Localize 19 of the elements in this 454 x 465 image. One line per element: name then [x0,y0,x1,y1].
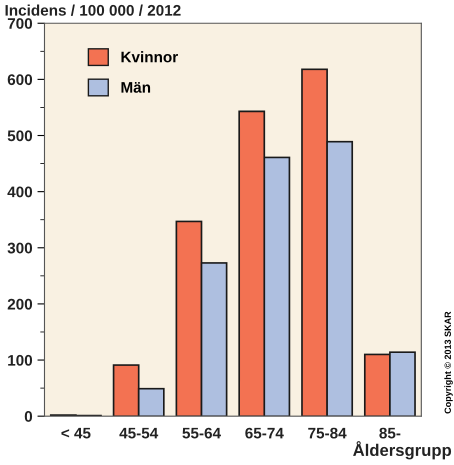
x-tick-label: 65-74 [245,428,284,439]
x-tick-label: 55-64 [182,428,221,439]
x-tick-label: 85- [379,428,400,439]
text: Copyright © 2013 SKAR [444,312,453,414]
y-tick-label: 0 [24,411,32,422]
y-tick-label: 700 [8,18,32,29]
y-axis-title: Incidens / 100 000 / 2012 [6,4,181,16]
x-tick-label: 45-54 [119,428,158,439]
x-tick-label: 75-84 [308,428,347,439]
x-axis-title: Åldersgrupp [353,441,452,460]
x-tick-label: < 45 [61,428,91,439]
y-tick-label: 200 [8,298,32,310]
y-tick-label: 500 [8,130,32,142]
y-tick-label: 400 [7,186,32,198]
legend-label: Män [121,82,150,93]
y-tick-label: 100 [8,354,32,366]
legend-label: Kvinnor [121,51,178,62]
y-tick-label: 300 [8,242,32,254]
y-tick-label: 600 [8,74,32,86]
